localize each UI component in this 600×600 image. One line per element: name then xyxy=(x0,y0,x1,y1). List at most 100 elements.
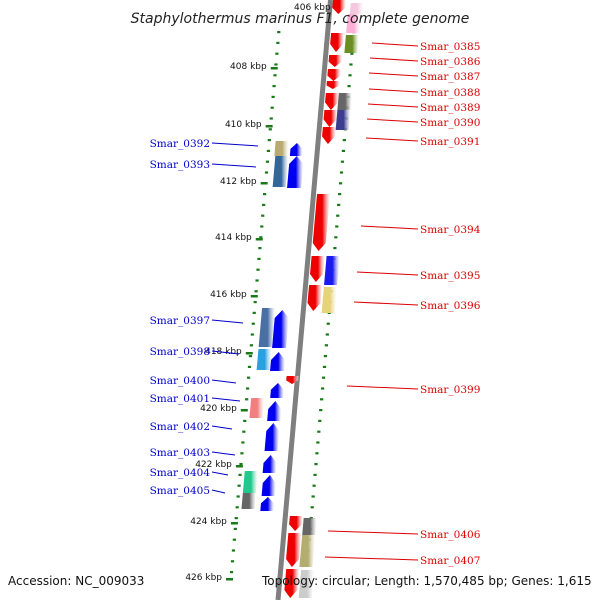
tick-dot-left xyxy=(269,117,273,120)
tick-dot-right xyxy=(320,398,324,401)
gene-label-connector xyxy=(367,103,419,108)
tick-dot-right xyxy=(350,52,354,55)
tick-dot-left xyxy=(230,560,235,563)
tick-dot-left xyxy=(237,484,241,487)
tick-dot-left xyxy=(265,160,270,163)
reverse-gene-arrow xyxy=(261,475,276,496)
forward-gene-arrow xyxy=(310,256,325,282)
tick-dot-right xyxy=(336,214,340,217)
kbp-label: 424 kbp xyxy=(190,517,227,527)
tick-dot-left xyxy=(275,52,279,55)
tick-dot-left xyxy=(232,538,236,541)
reverse-gene-arrow xyxy=(267,401,282,421)
tick-dot-left xyxy=(264,171,269,174)
tick-dot-left xyxy=(272,85,276,88)
gene-label-connector xyxy=(356,271,419,276)
gene-label-connector xyxy=(211,471,229,476)
gene-feature-box xyxy=(324,256,340,285)
reverse-gene-arrow xyxy=(264,423,280,451)
kbp-label: 426 kbp xyxy=(185,573,222,583)
tick-dot-right xyxy=(322,365,327,368)
tick-dot-right xyxy=(313,473,317,476)
gene-feature-box xyxy=(337,93,352,110)
tick-dot-left xyxy=(243,419,247,422)
tick-dot-left xyxy=(273,74,277,77)
gene-label-left: Smar_0402 xyxy=(150,421,210,433)
kbp-label: 420 kbp xyxy=(200,404,237,414)
kbp-tick-mark xyxy=(255,238,263,241)
kbp-label: 422 kbp xyxy=(195,460,232,470)
gene-label-left: Smar_0400 xyxy=(150,375,210,387)
gene-label-right: Smar_0391 xyxy=(420,136,480,148)
gene-label-connector xyxy=(360,225,419,230)
tick-dot-left xyxy=(261,214,265,217)
reverse-gene-arrow xyxy=(289,143,303,156)
kbp-tick-mark xyxy=(235,465,243,468)
gene-label-right: Smar_0388 xyxy=(420,87,480,99)
tick-dot-right xyxy=(314,463,318,466)
kbp-label: 408 kbp xyxy=(230,62,267,72)
gene-label-connector xyxy=(211,350,240,355)
tick-dot-left xyxy=(247,365,252,368)
tick-dot-left xyxy=(251,322,255,325)
gene-feature-box xyxy=(242,471,258,493)
tick-dot-right xyxy=(325,333,329,336)
gene-label-connector xyxy=(324,556,419,561)
forward-gene-arrow xyxy=(284,569,300,598)
tick-dot-right xyxy=(337,203,341,206)
gene-label-right: Smar_0387 xyxy=(420,71,480,83)
gene-label-left: Smar_0405 xyxy=(150,485,210,497)
tick-dot-right xyxy=(310,506,314,509)
gene-label-connector xyxy=(353,301,419,306)
gene-feature-box xyxy=(344,35,359,53)
gene-label-left: Smar_0398 xyxy=(150,346,210,358)
tick-dot-left xyxy=(260,225,264,228)
tick-dot-right xyxy=(338,182,343,185)
tick-dot-right xyxy=(340,160,345,163)
tick-dot-right xyxy=(324,344,328,347)
gene-label-left: Smar_0404 xyxy=(150,467,211,479)
tick-dot-right xyxy=(319,409,323,412)
forward-gene-arrow xyxy=(286,376,299,384)
forward-gene-arrow xyxy=(307,285,323,311)
tick-dot-left xyxy=(231,549,236,552)
gene-label-connector xyxy=(369,57,419,62)
tick-dot-right xyxy=(321,387,325,390)
tick-dot-left xyxy=(238,473,242,476)
tick-dot-right xyxy=(315,452,319,455)
tick-dot-right xyxy=(326,322,330,325)
gene-feature-box xyxy=(249,398,265,418)
gene-feature-box xyxy=(274,141,289,156)
forward-gene-arrow xyxy=(289,516,303,531)
reverse-gene-arrow xyxy=(270,352,285,371)
gene-label-connector xyxy=(368,88,419,93)
tick-dot-left xyxy=(274,63,278,66)
gene-label-left: Smar_0403 xyxy=(150,447,210,459)
gene-label-right: Smar_0389 xyxy=(420,102,480,114)
tick-dot-left xyxy=(270,106,274,109)
tick-dot-right xyxy=(342,139,346,142)
tick-dot-left xyxy=(236,495,240,498)
tick-dot-right xyxy=(349,63,353,66)
tick-dot-left xyxy=(254,290,258,293)
reverse-gene-arrow xyxy=(270,383,284,398)
gene-feature-box xyxy=(299,535,316,567)
kbp-label-top: 406 kbp xyxy=(294,3,331,13)
forward-gene-arrow xyxy=(312,194,331,251)
gene-label-right: Smar_0390 xyxy=(420,117,480,129)
tick-dot-left xyxy=(253,301,257,304)
gene-feature-box xyxy=(335,110,351,130)
topology-text: Topology: circular; Length: 1,570,485 bp… xyxy=(262,574,592,588)
tick-dot-left xyxy=(252,311,256,314)
tick-dot-right xyxy=(311,495,315,498)
genome-backbone xyxy=(275,0,333,600)
tick-dot-left xyxy=(267,139,271,142)
gene-label-right: Smar_0396 xyxy=(420,300,481,312)
gene-label-left: Smar_0392 xyxy=(150,138,210,150)
tick-dot-left xyxy=(240,452,244,455)
kbp-label: 416 kbp xyxy=(210,290,247,300)
tick-dot-left xyxy=(242,430,246,433)
tick-dot-right xyxy=(348,74,352,77)
tick-dot-right xyxy=(338,193,342,196)
kbp-label: 412 kbp xyxy=(220,177,257,187)
